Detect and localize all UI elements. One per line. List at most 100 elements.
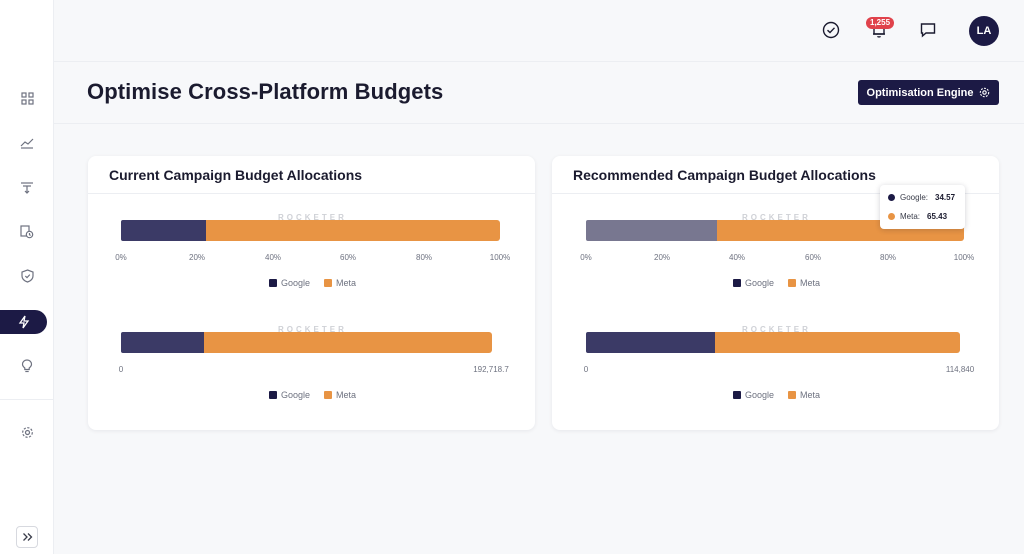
sidebar-item-dashboard[interactable] xyxy=(10,86,44,110)
legend-swatch-meta xyxy=(788,279,797,287)
axis-tick-min: 0 xyxy=(583,365,589,374)
lightning-bolt-icon xyxy=(18,315,29,329)
sidebar-item-settings[interactable] xyxy=(10,420,44,444)
recommended-card-title: Recommended Campaign Budget Allocations xyxy=(573,167,876,183)
shield-check-icon xyxy=(20,269,34,283)
legend-item-google[interactable]: Google xyxy=(733,390,774,400)
card-divider xyxy=(88,193,535,194)
axis-tick-min: 0 xyxy=(118,365,124,374)
legend-swatch-meta xyxy=(324,391,333,399)
funnel-filter-icon xyxy=(21,181,33,194)
axis-tick: 80% xyxy=(415,253,433,262)
watermark: ROCKETER xyxy=(742,325,811,334)
current-percent-google-segment[interactable] xyxy=(121,220,207,241)
axis-tick: 100% xyxy=(953,253,975,262)
legend-swatch-google xyxy=(733,279,741,287)
recommended-amount-meta-segment[interactable] xyxy=(715,332,960,353)
watermark: ROCKETER xyxy=(278,325,347,334)
top-bar xyxy=(54,0,1024,62)
current-allocations-card: Current Campaign Budget Allocations ROCK… xyxy=(88,156,535,430)
messages-button[interactable] xyxy=(917,19,939,41)
watermark: ROCKETER xyxy=(278,213,347,222)
legend-swatch-google xyxy=(733,391,741,399)
watermark: ROCKETER xyxy=(742,213,811,222)
legend-item-meta[interactable]: Meta xyxy=(324,390,356,400)
axis-tick-max: 192,718.7 xyxy=(473,365,509,374)
sidebar-item-insights[interactable] xyxy=(10,354,44,378)
legend-swatch-google xyxy=(269,391,277,399)
axis-tick: 60% xyxy=(339,253,357,262)
legend-item-google[interactable]: Google xyxy=(269,390,310,400)
chart-legend: Google Meta xyxy=(269,278,356,288)
sidebar-item-reports[interactable] xyxy=(10,220,44,244)
sidebar-item-analytics[interactable] xyxy=(10,130,44,154)
sidebar-divider xyxy=(0,399,54,400)
page-header: Optimise Cross-Platform Budgets Optimisa… xyxy=(54,62,1024,124)
legend-label: Google xyxy=(745,278,775,288)
current-percent-bar[interactable] xyxy=(121,220,500,241)
legend-label: Google xyxy=(281,278,311,288)
engine-gear-icon xyxy=(980,87,990,98)
legend-item-google[interactable]: Google xyxy=(269,278,310,288)
recommended-amount-bar[interactable] xyxy=(586,332,960,353)
chart-legend: Google Meta xyxy=(733,390,820,400)
recommended-amount-google-segment[interactable] xyxy=(586,332,716,353)
legend-label: Meta xyxy=(336,390,357,400)
chart-legend: Google Meta xyxy=(269,390,356,400)
legend-item-meta[interactable]: Meta xyxy=(324,278,356,288)
legend-item-meta[interactable]: Meta xyxy=(788,390,820,400)
recommended-percent-google-segment[interactable] xyxy=(586,220,717,241)
current-amount-meta-segment[interactable] xyxy=(204,332,492,353)
dashboard-grid-icon xyxy=(20,91,34,105)
sidebar-item-funnel[interactable] xyxy=(10,175,44,199)
axis-tick: 20% xyxy=(188,253,206,262)
axis-tick: 100% xyxy=(489,253,511,262)
axis-tick: 20% xyxy=(653,253,671,262)
sidebar-item-security[interactable] xyxy=(10,264,44,288)
legend-label: Google xyxy=(745,390,775,400)
chat-bubble-icon xyxy=(920,23,936,38)
double-chevron-right-icon xyxy=(22,533,32,541)
legend-label: Google xyxy=(281,390,311,400)
page-title: Optimise Cross-Platform Budgets xyxy=(87,79,444,104)
report-clock-icon xyxy=(20,225,34,239)
optimisation-engine-label: Optimisation Engine xyxy=(866,86,974,99)
sidebar-expand-button[interactable] xyxy=(16,526,38,548)
check-circle-icon xyxy=(822,21,840,39)
axis-tick: 80% xyxy=(879,253,897,262)
tooltip-row-meta: Meta: 65.43 xyxy=(888,212,947,221)
legend-label: Meta xyxy=(336,278,357,288)
sidebar xyxy=(0,0,54,554)
legend-label: Meta xyxy=(800,278,821,288)
legend-swatch-meta xyxy=(788,391,797,399)
legend-swatch-google xyxy=(269,279,277,287)
tooltip-label: Meta: xyxy=(900,212,921,221)
tooltip-value: 34.57 xyxy=(935,193,956,202)
card-divider xyxy=(552,193,999,194)
current-percent-meta-segment[interactable] xyxy=(206,220,500,241)
tooltip-dot-meta xyxy=(888,213,895,220)
optimisation-engine-button[interactable]: Optimisation Engine xyxy=(858,80,999,105)
legend-label: Meta xyxy=(800,390,821,400)
axis-tick: 40% xyxy=(728,253,746,262)
chart-tooltip: Google: 34.57 Meta: 65.43 xyxy=(880,185,965,229)
sidebar-item-optimise[interactable] xyxy=(0,310,47,334)
legend-item-meta[interactable]: Meta xyxy=(788,278,820,288)
axis-tick: 0% xyxy=(580,253,592,262)
tooltip-value: 65.43 xyxy=(927,212,948,221)
legend-item-google[interactable]: Google xyxy=(733,278,774,288)
settings-gear-icon xyxy=(21,426,33,438)
axis-tick-max: 114,840 xyxy=(945,365,975,374)
user-avatar[interactable]: LA xyxy=(969,16,999,46)
lightbulb-icon xyxy=(21,359,33,373)
legend-swatch-meta xyxy=(324,279,333,287)
tooltip-label: Google: xyxy=(900,193,929,202)
notifications-count-badge: 1,255 xyxy=(866,17,895,29)
current-amount-bar[interactable] xyxy=(121,332,492,353)
axis-tick: 0% xyxy=(115,253,127,262)
current-card-title: Current Campaign Budget Allocations xyxy=(109,167,363,183)
tasks-check-button[interactable] xyxy=(820,19,842,41)
current-amount-google-segment[interactable] xyxy=(121,332,205,353)
axis-tick: 40% xyxy=(264,253,282,262)
tooltip-row-google: Google: 34.57 xyxy=(888,193,955,202)
